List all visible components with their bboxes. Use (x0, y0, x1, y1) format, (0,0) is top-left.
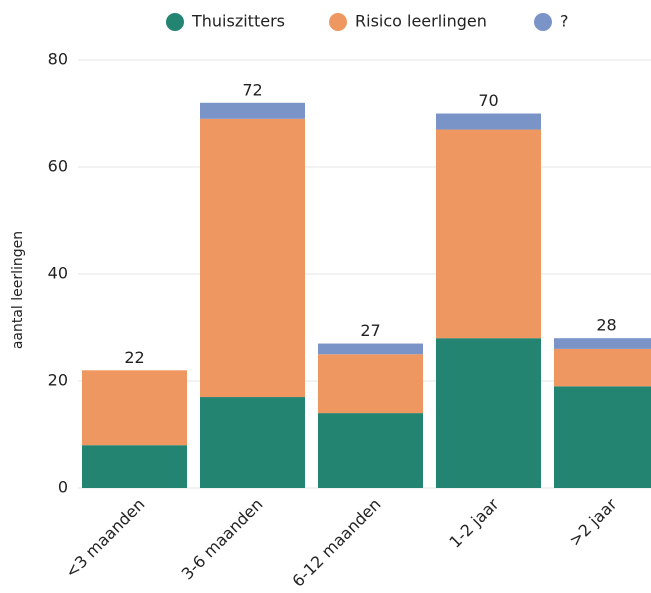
total-label: 72 (242, 80, 262, 99)
total-label: 70 (478, 91, 498, 110)
y-tick-label: 60 (48, 157, 68, 176)
x-tick-label: <3 maanden (61, 495, 148, 582)
legend-swatch (329, 13, 347, 31)
legend-swatch (534, 13, 552, 31)
bar-segment (554, 386, 651, 488)
bar-segment (318, 343, 423, 355)
y-tick-label: 0 (58, 478, 68, 497)
y-tick-label: 20 (48, 371, 68, 390)
x-tick-label: 1-2 jaar (445, 494, 502, 551)
y-tick-label: 80 (48, 50, 68, 69)
legend-label: Risico leerlingen (355, 12, 487, 31)
bar-segment (200, 397, 305, 488)
x-tick-label: 6-12 maanden (288, 495, 384, 591)
y-axis-label: aantal leerlingen (10, 231, 26, 349)
total-label: 28 (596, 316, 616, 335)
bar-segment (436, 129, 541, 339)
bar-segment (318, 354, 423, 414)
bar-segment (82, 370, 187, 446)
legend-swatch (166, 13, 184, 31)
bar-segment (318, 413, 423, 488)
bar-segment (554, 338, 651, 349)
x-tick-label: 3-6 maanden (178, 495, 267, 584)
bar-segment (436, 113, 541, 130)
bar-segment (200, 102, 305, 119)
total-label: 22 (124, 348, 144, 367)
bar-segment (554, 348, 651, 387)
bar-segment (436, 338, 541, 488)
legend-label: Thuiszitters (191, 12, 285, 31)
y-tick-label: 40 (48, 264, 68, 283)
total-label: 27 (360, 321, 380, 340)
legend-label: ? (560, 12, 569, 31)
bar-segment (200, 118, 305, 398)
x-tick-label: >2 jaar (565, 494, 621, 550)
bar-segment (82, 445, 187, 488)
